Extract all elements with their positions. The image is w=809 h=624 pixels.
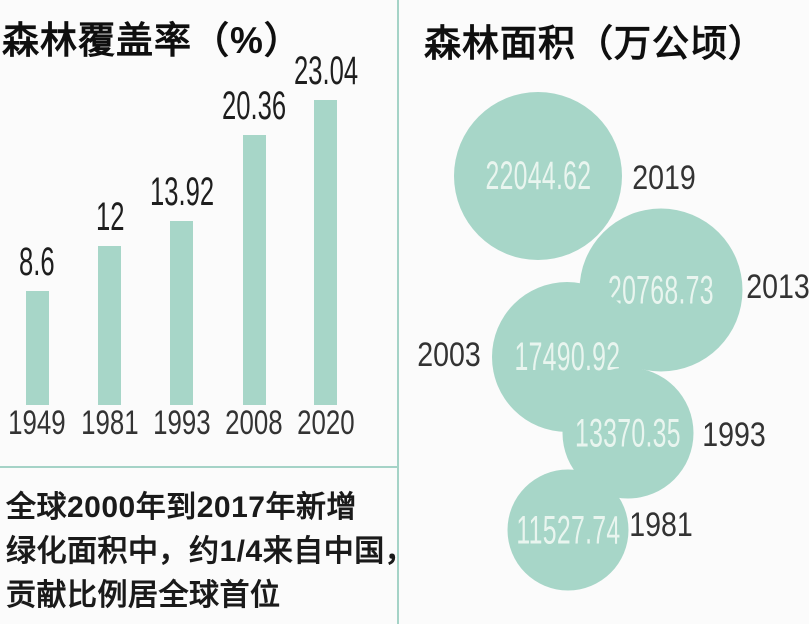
bubble-2019: 22044.62 xyxy=(454,92,622,260)
bar-1993 xyxy=(170,221,193,405)
bar-year-1993: 1993 xyxy=(153,404,211,442)
annotation-line-3: 贡献比例居全球首位 xyxy=(6,579,281,612)
annotation-text: 全球2000年到2017年新增 绿化面积中，约1/4来自中国， 贡献比例居全球首… xyxy=(6,486,416,618)
bar-value-1949: 8.6 xyxy=(19,240,55,284)
vertical-divider xyxy=(397,0,399,624)
bar-year-1981: 1981 xyxy=(81,404,139,442)
horizontal-divider xyxy=(0,466,399,468)
bar-2020 xyxy=(314,100,337,405)
bar-1949 xyxy=(26,291,49,405)
area-chart-title: 森林面积（万公顷） xyxy=(424,23,766,64)
bubble-value-1981: 11527.74 xyxy=(515,508,621,552)
bubble-year-1993: 1993 xyxy=(702,416,766,454)
coverage-chart-title: 森林覆盖率（%） xyxy=(2,20,302,61)
bubble-year-1981: 1981 xyxy=(629,506,693,544)
bar-value-1993: 13.92 xyxy=(149,170,215,214)
bar-year-1949: 1949 xyxy=(8,404,66,442)
bar-2008 xyxy=(243,135,266,405)
annotation-line-2: 绿化面积中，约1/4来自中国， xyxy=(6,535,416,568)
bubble-value-1993: 13370.35 xyxy=(575,411,681,455)
bubble-value-2019: 22044.62 xyxy=(485,154,591,198)
bubble-year-2003: 2003 xyxy=(417,336,481,374)
bubble-1981: 11527.74 xyxy=(507,469,629,591)
bubble-year-2013: 2013 xyxy=(746,268,809,306)
bubble-value-2013: 20768.73 xyxy=(608,268,714,312)
bar-1981 xyxy=(98,246,121,405)
bar-year-2020: 2020 xyxy=(297,404,355,442)
bar-value-2020: 23.04 xyxy=(293,49,359,93)
annotation-line-1: 全球2000年到2017年新增 xyxy=(6,491,357,524)
bar-value-2008: 20.36 xyxy=(221,84,287,128)
coverage-bar-chart: 8.6 12 13.92 20.36 23.04 xyxy=(0,0,399,405)
bar-year-2008: 2008 xyxy=(225,404,283,442)
bubble-year-2019: 2019 xyxy=(632,159,696,197)
bar-value-1981: 12 xyxy=(95,195,125,239)
bubble-value-2003: 17490.92 xyxy=(514,335,620,379)
